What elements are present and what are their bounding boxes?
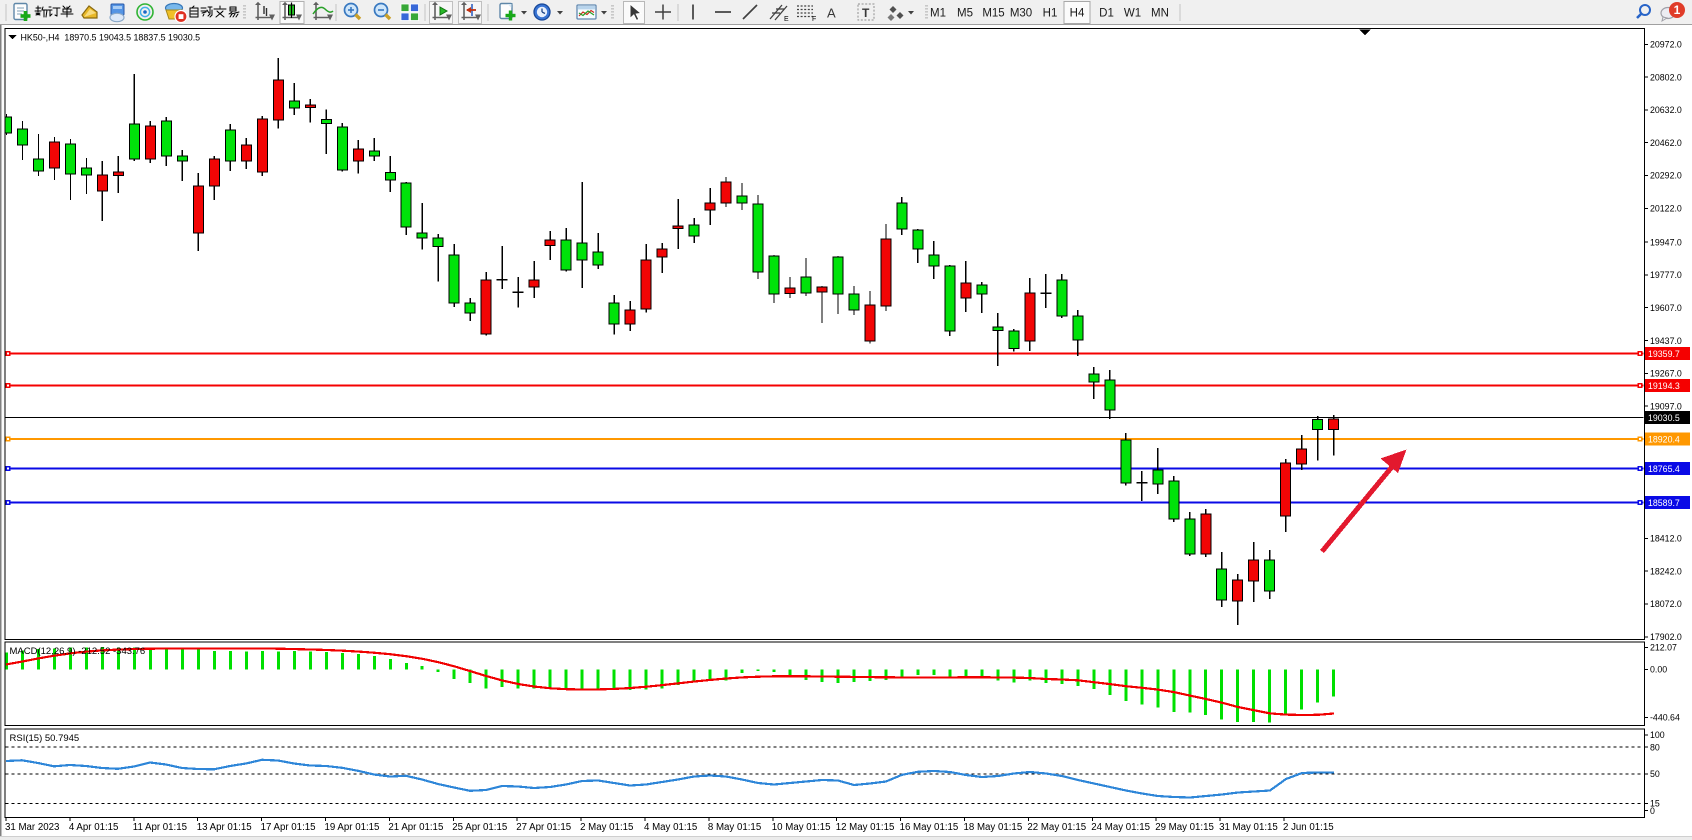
svg-text:M15: M15 (982, 8, 1004, 20)
svg-text:16 May 01:15: 16 May 01:15 (900, 822, 959, 833)
svg-text:4 May 01:15: 4 May 01:15 (644, 822, 697, 833)
svg-text:19267.0: 19267.0 (1650, 369, 1682, 379)
svg-text:18072.0: 18072.0 (1650, 599, 1682, 609)
svg-text:100: 100 (1650, 730, 1665, 740)
svg-text:M5: M5 (957, 8, 973, 20)
svg-text:19097.0: 19097.0 (1650, 401, 1682, 411)
svg-text:19777.0: 19777.0 (1650, 270, 1682, 280)
svg-text:18412.0: 18412.0 (1650, 534, 1682, 544)
svg-text:RSI(15) 50.7945: RSI(15) 50.7945 (10, 733, 80, 744)
svg-text:20972.0: 20972.0 (1650, 40, 1682, 50)
svg-text:24 May 01:15: 24 May 01:15 (1091, 822, 1150, 833)
svg-text:F: F (812, 16, 816, 23)
svg-text:19607.0: 19607.0 (1650, 303, 1682, 313)
svg-text:T: T (862, 6, 870, 20)
svg-text:17902.0: 17902.0 (1650, 632, 1682, 642)
svg-text:10 May 01:15: 10 May 01:15 (772, 822, 831, 833)
svg-text:1: 1 (1674, 3, 1681, 17)
svg-text:20462.0: 20462.0 (1650, 138, 1682, 148)
svg-text:H1: H1 (1043, 8, 1058, 20)
svg-text:4 Apr 01:15: 4 Apr 01:15 (69, 822, 119, 833)
svg-text:19359.7: 19359.7 (1648, 349, 1680, 359)
svg-text:22 May 01:15: 22 May 01:15 (1027, 822, 1086, 833)
svg-text:18589.7: 18589.7 (1648, 498, 1680, 508)
svg-text:2 Jun 01:15: 2 Jun 01:15 (1283, 822, 1334, 833)
svg-text:21 Apr 01:15: 21 Apr 01:15 (388, 822, 443, 833)
svg-text:18 May 01:15: 18 May 01:15 (964, 822, 1023, 833)
svg-text:20292.0: 20292.0 (1650, 171, 1682, 181)
svg-text:8 May 01:15: 8 May 01:15 (708, 822, 761, 833)
svg-text:11 Apr 01:15: 11 Apr 01:15 (133, 822, 187, 833)
svg-text:212.07: 212.07 (1650, 643, 1677, 653)
svg-text:19437.0: 19437.0 (1650, 336, 1682, 346)
svg-text:0: 0 (1650, 806, 1655, 816)
svg-text:MN: MN (1151, 8, 1169, 20)
svg-text:A: A (827, 6, 836, 21)
svg-text:80: 80 (1650, 742, 1660, 752)
svg-text:18765.4: 18765.4 (1648, 464, 1680, 474)
svg-text:M30: M30 (1010, 8, 1032, 20)
svg-text:H4: H4 (1070, 8, 1085, 20)
svg-text:18920.4: 18920.4 (1648, 434, 1680, 444)
svg-text:17 Apr 01:15: 17 Apr 01:15 (261, 822, 316, 833)
svg-text:E: E (784, 16, 789, 23)
svg-text:M1: M1 (930, 8, 946, 20)
svg-text:D1: D1 (1099, 8, 1114, 20)
svg-text:13 Apr 01:15: 13 Apr 01:15 (197, 822, 252, 833)
svg-text:20802.0: 20802.0 (1650, 72, 1682, 82)
svg-text:2 May 01:15: 2 May 01:15 (580, 822, 633, 833)
svg-text:15: 15 (1650, 799, 1660, 809)
svg-text:HK50-,H4 18970.5 19043.5 1883: HK50-,H4 18970.5 19043.5 18837.5 19030.5 (21, 33, 201, 43)
svg-text:19947.0: 19947.0 (1650, 237, 1682, 247)
svg-text:-440.64: -440.64 (1650, 713, 1680, 723)
svg-text:31 May 01:15: 31 May 01:15 (1219, 822, 1278, 833)
svg-text:19194.3: 19194.3 (1648, 381, 1680, 391)
svg-text:0.00: 0.00 (1650, 665, 1667, 675)
svg-text:W1: W1 (1124, 8, 1141, 20)
svg-text:MACD(12,26,9) -212.52 -343.76: MACD(12,26,9) -212.52 -343.76 (10, 646, 146, 657)
svg-text:19030.5: 19030.5 (1648, 413, 1680, 423)
svg-text:50: 50 (1650, 769, 1660, 779)
svg-text:20122.0: 20122.0 (1650, 204, 1682, 214)
svg-text:31 Mar 2023: 31 Mar 2023 (5, 822, 59, 833)
svg-text:25 Apr 01:15: 25 Apr 01:15 (452, 822, 507, 833)
svg-text:27 Apr 01:15: 27 Apr 01:15 (516, 822, 571, 833)
svg-text:19 Apr 01:15: 19 Apr 01:15 (325, 822, 380, 833)
svg-text:29 May 01:15: 29 May 01:15 (1155, 822, 1214, 833)
svg-text:20632.0: 20632.0 (1650, 105, 1682, 115)
svg-text:18242.0: 18242.0 (1650, 566, 1682, 576)
svg-text:12 May 01:15: 12 May 01:15 (836, 822, 895, 833)
